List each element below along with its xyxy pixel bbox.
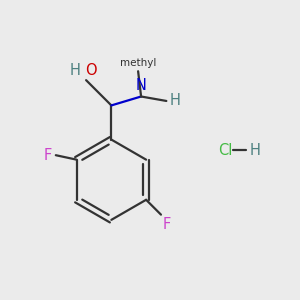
Text: H: H [70, 63, 81, 78]
Text: N: N [136, 78, 146, 93]
Text: methyl: methyl [120, 58, 156, 68]
Text: H: H [170, 94, 181, 109]
Text: Cl: Cl [218, 142, 233, 158]
Text: H: H [250, 142, 260, 158]
Text: F: F [44, 148, 52, 163]
Text: F: F [163, 217, 171, 232]
Text: O: O [85, 63, 97, 78]
